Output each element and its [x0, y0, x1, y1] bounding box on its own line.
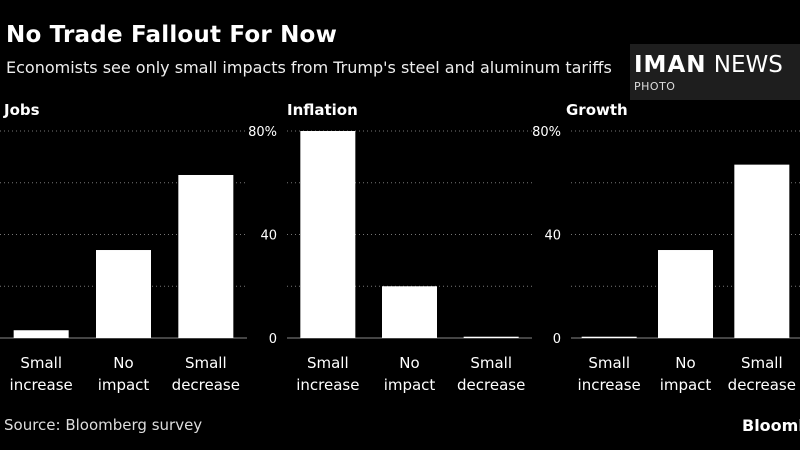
- category-label: impact: [98, 376, 150, 394]
- category-label: increase: [10, 376, 73, 394]
- bar-small-increase: [13, 330, 69, 338]
- chart-subtitle: Economists see only small impacts from T…: [6, 58, 612, 77]
- y-tick-label: 0: [269, 332, 277, 347]
- chart-title: No Trade Fallout For Now: [6, 22, 338, 48]
- panel-title: Jobs: [3, 101, 40, 119]
- iman-news-watermark: IMAN NEWS PHOTO: [600, 44, 800, 104]
- category-label: decrease: [728, 376, 796, 394]
- bar-no-impact: [382, 286, 437, 338]
- bar-small-decrease: [734, 164, 790, 338]
- category-label: Small: [20, 354, 62, 372]
- category-label: No: [399, 354, 419, 372]
- watermark-logo: IMAN NEWS: [634, 52, 783, 78]
- y-tick-label: 80%: [532, 125, 561, 140]
- watermark-backdrop: [630, 44, 800, 100]
- category-label: increase: [578, 376, 641, 394]
- chart-panel-inflation: Inflation 0 40 80% Small increase No impact Smal…: [248, 101, 532, 394]
- category-label: Small: [741, 354, 783, 372]
- chart-panel-growth: Growth 0 40 80% Small increase No impact Small de…: [532, 101, 800, 394]
- category-label: decrease: [172, 376, 240, 394]
- bloomberg-logo: Bloomberg: [742, 416, 800, 435]
- watermark-sub: PHOTO: [634, 80, 676, 93]
- bar-small-increase: [300, 131, 356, 338]
- watermark-name-bold: IMAN: [634, 52, 707, 78]
- panel-title: Inflation: [287, 101, 358, 119]
- category-label: No: [675, 354, 695, 372]
- category-label: Small: [185, 354, 227, 372]
- chart-panel-jobs: Jobs Small increase No impact Small decrease: [0, 101, 247, 394]
- bar-no-impact: [658, 250, 713, 338]
- bar-small-decrease: [178, 174, 234, 338]
- y-tick-label: 0: [553, 332, 561, 347]
- category-label: impact: [660, 376, 712, 394]
- category-label: Small: [588, 354, 630, 372]
- panel-title: Growth: [566, 101, 628, 119]
- category-label: impact: [384, 376, 436, 394]
- category-label: No: [113, 354, 133, 372]
- y-tick-label: 40: [544, 229, 561, 244]
- source-note: Source: Bloomberg survey: [4, 416, 203, 434]
- charts-area: JobsSmallincreaseNoimpactSmalldecreaseIn…: [0, 101, 800, 394]
- bar-small-decrease: [463, 336, 519, 338]
- watermark-name-light: NEWS: [706, 52, 783, 78]
- bar-small-increase: [581, 336, 637, 338]
- category-label: decrease: [457, 376, 525, 394]
- category-label: Small: [470, 354, 512, 372]
- y-tick-label: 80%: [248, 125, 277, 140]
- category-label: Small: [307, 354, 349, 372]
- bar-no-impact: [96, 250, 151, 338]
- y-tick-label: 40: [260, 229, 277, 244]
- category-label: increase: [296, 376, 359, 394]
